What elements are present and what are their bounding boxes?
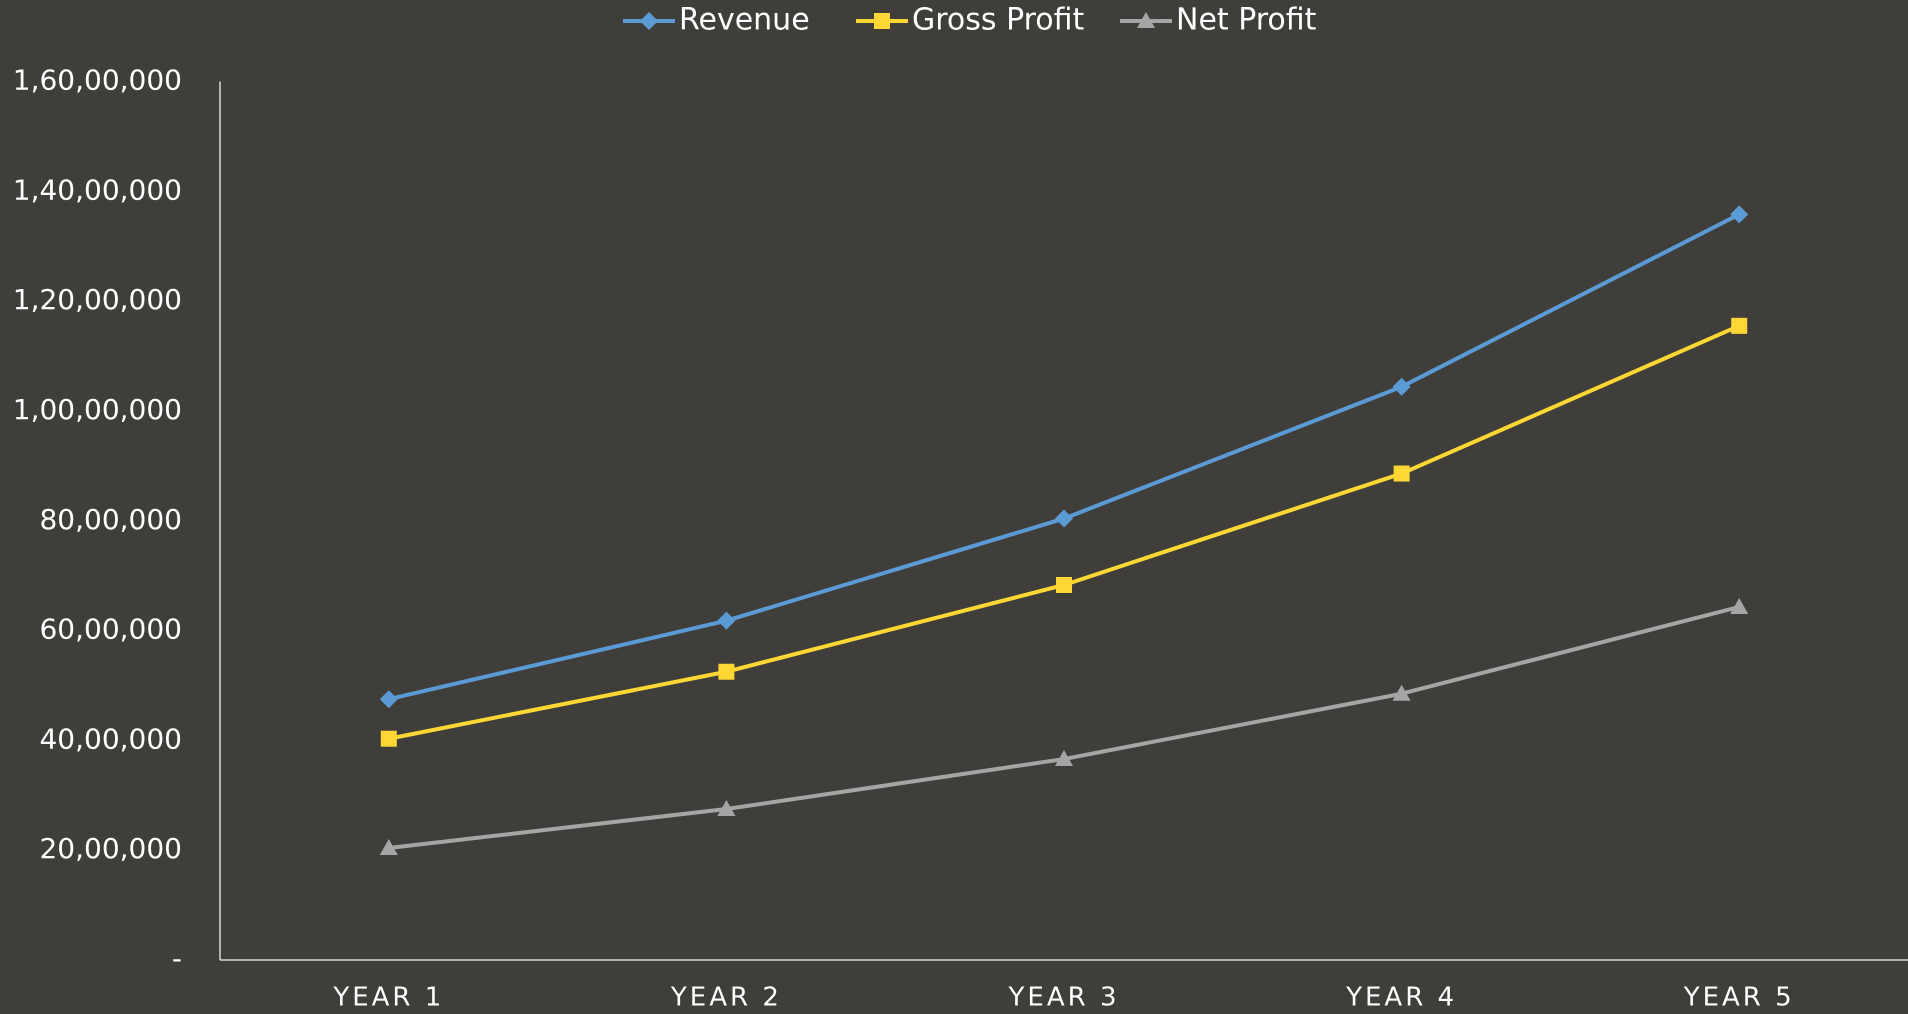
y-tick-label: 40,00,000	[39, 722, 182, 755]
data-point	[380, 730, 397, 747]
data-point	[717, 800, 736, 817]
legend-marker	[874, 13, 890, 29]
x-tick-label: YEAR 2	[670, 983, 782, 1013]
y-tick-label: 20,00,000	[39, 832, 182, 865]
data-point	[1056, 576, 1072, 593]
data-point	[1392, 684, 1411, 701]
series-line	[388, 324, 1741, 741]
data-point	[1730, 597, 1749, 614]
x-tick-label: YEAR 3	[1008, 983, 1120, 1013]
series-line	[388, 605, 1740, 850]
data-point	[1055, 750, 1073, 767]
data-point	[1392, 377, 1411, 396]
y-tick-label: -	[172, 942, 182, 975]
data-point	[1731, 317, 1748, 334]
legend-label: Gross Profit	[912, 3, 1085, 38]
y-tick-label: 60,00,000	[39, 613, 182, 646]
legend-marker	[1137, 12, 1155, 28]
y-tick-label: 80,00,000	[39, 503, 182, 536]
data-point	[717, 611, 736, 630]
data-point	[379, 838, 398, 855]
data-point	[1730, 205, 1749, 224]
legend-label: Net Profit	[1176, 3, 1317, 38]
y-tick-label: 1,20,00,000	[13, 283, 182, 316]
data-point	[379, 690, 398, 709]
data-point	[1055, 509, 1073, 528]
x-tick-label: YEAR 5	[1683, 983, 1795, 1013]
x-tick-label: YEAR 4	[1345, 983, 1457, 1013]
legend-label: Revenue	[679, 3, 810, 38]
legend-marker	[640, 12, 658, 30]
y-tick-label: 1,00,00,000	[13, 393, 182, 426]
data-point	[718, 663, 735, 680]
data-point	[1393, 465, 1410, 482]
x-tick-label: YEAR 1	[332, 983, 444, 1013]
series-line	[388, 212, 1741, 702]
y-tick-label: 1,40,00,000	[13, 173, 182, 206]
y-tick-label: 1,60,00,000	[13, 64, 182, 97]
